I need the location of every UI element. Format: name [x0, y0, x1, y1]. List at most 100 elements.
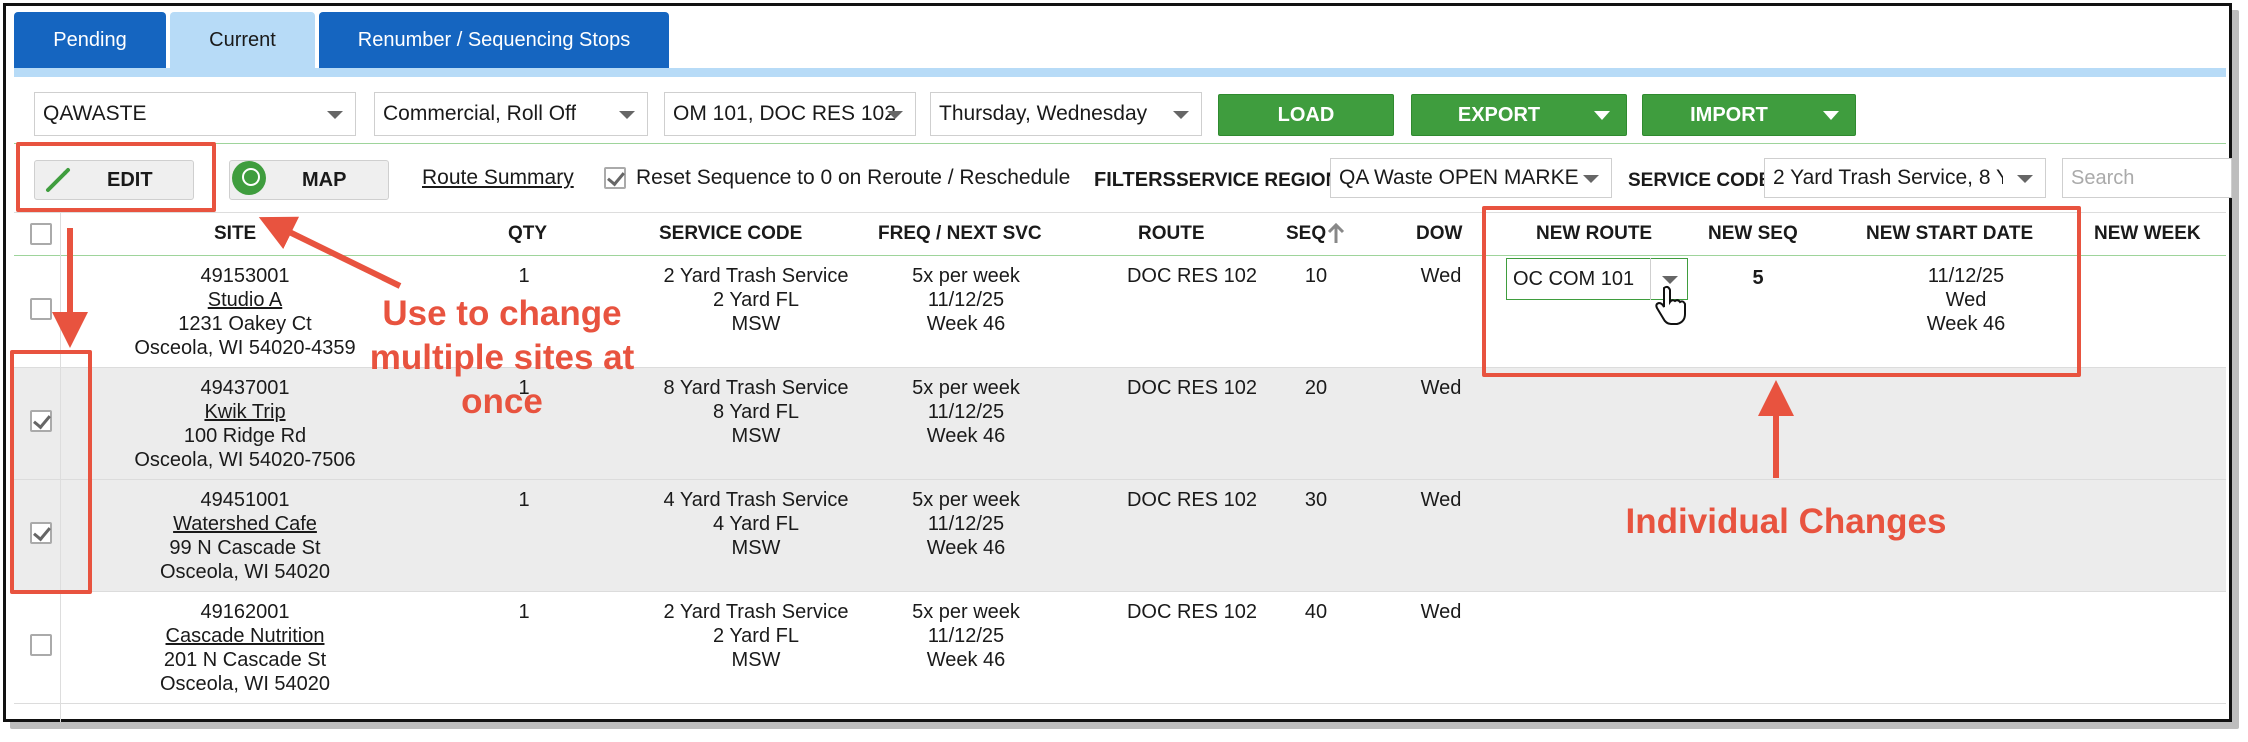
table-row[interactable]: 49451001 Watershed Cafe 99 N Cascade St … — [14, 480, 2226, 592]
chevron-down-icon — [1173, 111, 1189, 119]
select-all-checkbox[interactable] — [30, 223, 52, 245]
service-region-select[interactable]: QA Waste OPEN MARKE — [1330, 158, 1612, 198]
col-new-week[interactable]: NEW WEEK — [2094, 223, 2201, 244]
new-start-date-cell[interactable]: 11/12/25 Wed Week 46 — [1846, 264, 2086, 336]
col-service-code[interactable]: SERVICE CODE — [659, 223, 803, 244]
routes-value: OM 101, DOC RES 102 — [673, 102, 896, 125]
checkbox-highlight-box — [10, 350, 92, 594]
site-address: 1231 Oakey Ct — [178, 313, 312, 335]
site-city: Osceola, WI 54020 — [159, 673, 331, 695]
site-address: 201 N Cascade St — [163, 649, 327, 671]
chevron-down-icon — [2017, 175, 2033, 183]
week: Week 46 — [926, 425, 1006, 447]
col-freq[interactable]: FREQ / NEXT SVC — [878, 223, 1042, 244]
site-name-link[interactable]: Watershed Cafe — [173, 513, 317, 535]
col-route[interactable]: ROUTE — [1138, 223, 1205, 244]
freq: 5x per week — [912, 265, 1020, 287]
chevron-down-icon[interactable] — [1650, 258, 1688, 300]
row-checkbox[interactable] — [30, 522, 52, 544]
chevron-down-icon[interactable] — [1594, 111, 1610, 120]
col-qty[interactable]: QTY — [508, 223, 548, 244]
site-name-link[interactable]: Kwik Trip — [204, 401, 286, 423]
table-row[interactable]: 49153001 Studio A 1231 Oakey Ct Osceola,… — [14, 256, 2226, 368]
export-button[interactable]: EXPORT — [1411, 94, 1627, 136]
chevron-down-icon — [619, 111, 635, 119]
map-pin-icon — [232, 161, 266, 195]
sort-ascending-icon[interactable] — [1326, 221, 1346, 245]
col-new-seq[interactable]: NEW SEQ — [1708, 223, 1798, 244]
edit-button[interactable]: EDIT — [34, 160, 194, 200]
service-code-value: 2 Yard Trash Service, 8 Ya — [1773, 166, 2003, 189]
service-region-label: SERVICE REGION — [1176, 170, 1340, 191]
week: Week 46 — [926, 537, 1006, 559]
import-button[interactable]: IMPORT — [1642, 94, 1856, 136]
new-seq-cell[interactable]: 5 — [1752, 267, 1764, 289]
site-cell: 49162001 Cascade Nutrition 201 N Cascade… — [104, 600, 386, 696]
new-dow: Wed — [1945, 289, 1987, 311]
site-name-link[interactable]: Studio A — [207, 289, 283, 311]
col-dow[interactable]: DOW — [1416, 223, 1463, 244]
load-button[interactable]: LOAD — [1218, 94, 1394, 136]
qty-cell: 1 — [518, 377, 530, 399]
reset-sequence-checkbox[interactable] — [604, 167, 626, 189]
chevron-down-icon — [887, 111, 903, 119]
routes-select[interactable]: OM 101, DOC RES 102 — [664, 92, 916, 136]
dow-cell: Wed — [1420, 489, 1462, 511]
service-line: MSW — [731, 425, 781, 447]
tab-pending[interactable]: Pending — [14, 12, 166, 68]
route-cell: DOC RES 102 — [1126, 601, 1258, 623]
filters-label: FILTERS: — [1094, 169, 1183, 191]
site-cell: 49153001 Studio A 1231 Oakey Ct Osceola,… — [104, 264, 386, 360]
map-button-label: MAP — [302, 168, 347, 191]
new-week-line: Week 46 — [1926, 313, 2006, 335]
row-checkbox[interactable] — [30, 634, 52, 656]
freq-cell: 5x per week 11/12/25 Week 46 — [850, 488, 1082, 560]
service-line: MSW — [731, 537, 781, 559]
days-select[interactable]: Thursday, Wednesday — [930, 92, 1202, 136]
dow-cell: Wed — [1420, 265, 1462, 287]
service-type-value: Commercial, Roll Off — [383, 102, 577, 125]
qty-cell: 1 — [518, 601, 530, 623]
tab-renumber-sequencing[interactable]: Renumber / Sequencing Stops — [319, 12, 669, 68]
service-line: 8 Yard Trash Service — [663, 377, 849, 399]
map-button[interactable]: MAP — [229, 160, 389, 200]
service-code-cell: 8 Yard Trash Service 8 Yard FL MSW — [606, 376, 906, 448]
new-date: 11/12/25 — [1927, 265, 2005, 287]
chevron-down-icon — [1583, 175, 1599, 183]
freq: 5x per week — [912, 377, 1020, 399]
freq-cell: 5x per week 11/12/25 Week 46 — [850, 376, 1082, 448]
table-header: SITE QTY SERVICE CODE FREQ / NEXT SVC RO… — [14, 212, 2226, 256]
annotation-line: once — [461, 382, 543, 421]
service-code-cell: 4 Yard Trash Service 4 Yard FL MSW — [606, 488, 906, 560]
service-type-select[interactable]: Commercial, Roll Off — [374, 92, 648, 136]
table-row[interactable]: 49162001 Cascade Nutrition 201 N Cascade… — [14, 592, 2226, 704]
tab-bar: Pending Current Renumber / Sequencing St… — [14, 12, 669, 68]
service-code-label: SERVICE CODE — [1628, 170, 1772, 191]
col-site[interactable]: SITE — [214, 223, 257, 244]
site-name-link[interactable]: Cascade Nutrition — [165, 625, 325, 647]
chevron-down-icon — [327, 111, 343, 119]
arrow-to-edit — [258, 216, 402, 289]
service-code-select[interactable]: 2 Yard Trash Service, 8 Ya — [1764, 158, 2046, 198]
seq-cell: 20 — [1304, 377, 1328, 399]
route-summary-link[interactable]: Route Summary — [422, 166, 574, 189]
next-svc: 11/12/25 — [927, 289, 1005, 311]
table-row[interactable]: 49437001 Kwik Trip 100 Ridge Rd Osceola,… — [14, 368, 2226, 480]
new-route-select[interactable]: OC COM 101 — [1506, 258, 1688, 300]
row-checkbox[interactable] — [30, 298, 52, 320]
search-input[interactable]: Search — [2062, 158, 2232, 198]
week: Week 46 — [926, 649, 1006, 671]
tab-current[interactable]: Current — [170, 12, 315, 68]
col-seq[interactable]: SEQ — [1286, 223, 1327, 244]
route-cell: DOC RES 102 — [1126, 377, 1258, 399]
row-checkbox[interactable] — [30, 410, 52, 432]
site-address: 100 Ridge Rd — [183, 425, 307, 447]
week: Week 46 — [926, 313, 1006, 335]
col-new-route[interactable]: NEW ROUTE — [1536, 223, 1653, 244]
col-new-start-date[interactable]: NEW START DATE — [1866, 223, 2034, 244]
site-city: Osceola, WI 54020-4359 — [134, 337, 356, 359]
next-svc: 11/12/25 — [927, 513, 1005, 535]
pencil-icon — [46, 168, 70, 192]
company-select[interactable]: QAWASTE — [34, 92, 356, 136]
chevron-down-icon[interactable] — [1823, 111, 1839, 120]
